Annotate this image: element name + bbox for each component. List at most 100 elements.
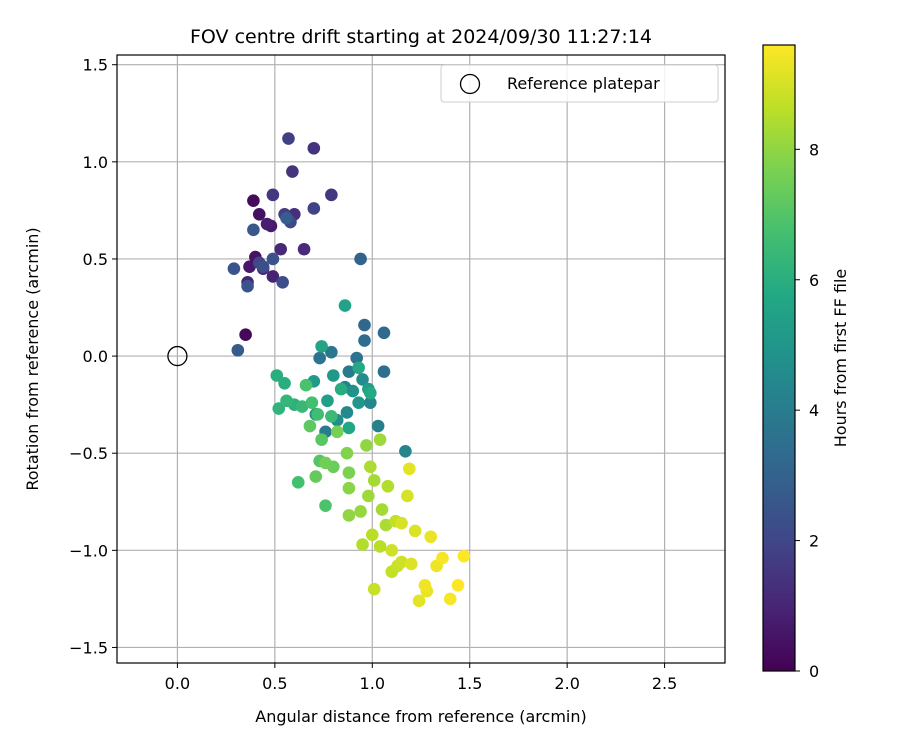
y-tick-label: 0.0: [83, 347, 108, 366]
legend-reference-marker: [459, 73, 481, 95]
data-point: [252, 207, 266, 221]
data-point: [321, 394, 334, 408]
legend: Reference platepar: [440, 64, 719, 103]
data-point: [239, 328, 252, 342]
data-point: [327, 369, 340, 382]
data-point: [260, 217, 274, 231]
data-point: [315, 340, 328, 353]
data-point: [303, 419, 317, 433]
x-axis-ticks: 0.0 0.5 1.0 1.5 2.0 2.5: [165, 663, 677, 693]
data-point: [274, 242, 287, 256]
data-point: [325, 345, 338, 359]
y-tick-label: −0.5: [69, 444, 108, 463]
data-point: [325, 188, 338, 202]
data-point: [286, 165, 299, 178]
y-tick-label: 1.0: [83, 153, 108, 172]
colorbar-ticks: 0 2 4 6 8: [795, 140, 819, 681]
data-point: [334, 382, 348, 396]
data-point: [330, 425, 344, 439]
colorbar-tick-label: 2: [809, 532, 819, 551]
data-point: [340, 446, 354, 460]
x-tick-label: 2.5: [652, 674, 677, 693]
reference-platepar-marker: [167, 345, 188, 367]
colorbar: 0 2 4 6 8 Hours from first FF file: [762, 44, 850, 681]
data-point: [319, 456, 332, 470]
data-point: [457, 549, 471, 563]
data-point: [350, 351, 363, 365]
data-point: [297, 242, 311, 256]
data-point: [309, 470, 323, 483]
data-point: [367, 582, 381, 596]
data-point: [379, 518, 393, 532]
data-point: [371, 419, 385, 433]
y-tick-label: 0.5: [83, 250, 108, 269]
data-point: [340, 406, 354, 419]
data-point: [315, 433, 328, 446]
data-point: [278, 376, 291, 390]
data-point: [364, 460, 377, 474]
data-point: [364, 396, 377, 410]
data-point: [266, 188, 280, 202]
data-point: [338, 299, 352, 312]
x-tick-label: 0.0: [165, 674, 190, 693]
data-point: [247, 223, 260, 237]
data-point: [354, 252, 367, 266]
colorbar-tick-label: 8: [809, 140, 819, 159]
colorbar-tick-label: 4: [809, 401, 819, 420]
data-point: [291, 476, 305, 489]
data-point: [364, 386, 377, 400]
data-point: [354, 505, 367, 518]
data-point: [266, 270, 280, 283]
data-point: [256, 260, 270, 274]
data-point: [404, 557, 418, 571]
data-point: [375, 503, 389, 516]
data-point: [276, 275, 289, 289]
data-point: [342, 365, 356, 378]
y-tick-label: 1.5: [83, 56, 108, 75]
legend-label: Reference platepar: [507, 74, 660, 93]
colorbar-frame: [762, 44, 796, 672]
colorbar-label: Hours from first FF file: [831, 269, 850, 448]
data-point: [352, 361, 365, 375]
data-point: [356, 373, 369, 386]
data-point: [311, 408, 325, 421]
x-axis-label: Angular distance from reference (arcmin): [255, 707, 586, 726]
x-tick-label: 0.5: [262, 674, 287, 693]
grid-lines: [117, 55, 725, 663]
data-point: [280, 211, 293, 225]
data-point: [436, 551, 449, 565]
y-axis-ticks: −1.5 −1.0 −0.5 0.0 0.5 1.0 1.5: [69, 56, 117, 657]
data-point: [270, 369, 284, 382]
colorbar-tick-label: 0: [809, 662, 819, 681]
data-point: [395, 555, 408, 569]
data-point: [358, 334, 371, 347]
data-point: [342, 509, 356, 522]
x-tick-label: 2.0: [554, 674, 579, 693]
data-point: [243, 260, 256, 274]
data-point: [231, 343, 245, 357]
data-point: [401, 489, 414, 503]
data-point: [266, 252, 280, 266]
data-point: [412, 594, 426, 608]
data-point: [362, 489, 375, 503]
data-point: [227, 262, 241, 275]
data-point: [272, 402, 286, 415]
data-point: [247, 194, 260, 207]
y-axis-label: Rotation from reference (arcmin): [23, 227, 42, 490]
colorbar-tick-label: 6: [809, 271, 819, 290]
data-point: [352, 396, 365, 410]
data-point: [241, 279, 254, 293]
data-point: [408, 524, 422, 538]
data-point: [342, 421, 356, 435]
data-point: [360, 439, 373, 452]
chart-title: FOV centre drift starting at 2024/09/30 …: [190, 26, 652, 48]
data-point: [443, 592, 457, 606]
data-point: [346, 384, 360, 398]
colorbar-gradient: [763, 45, 795, 671]
y-tick-label: −1.0: [69, 541, 108, 560]
data-point: [307, 202, 321, 215]
plot-frame: [116, 54, 726, 664]
data-point: [399, 444, 412, 458]
data-point: [385, 544, 399, 557]
